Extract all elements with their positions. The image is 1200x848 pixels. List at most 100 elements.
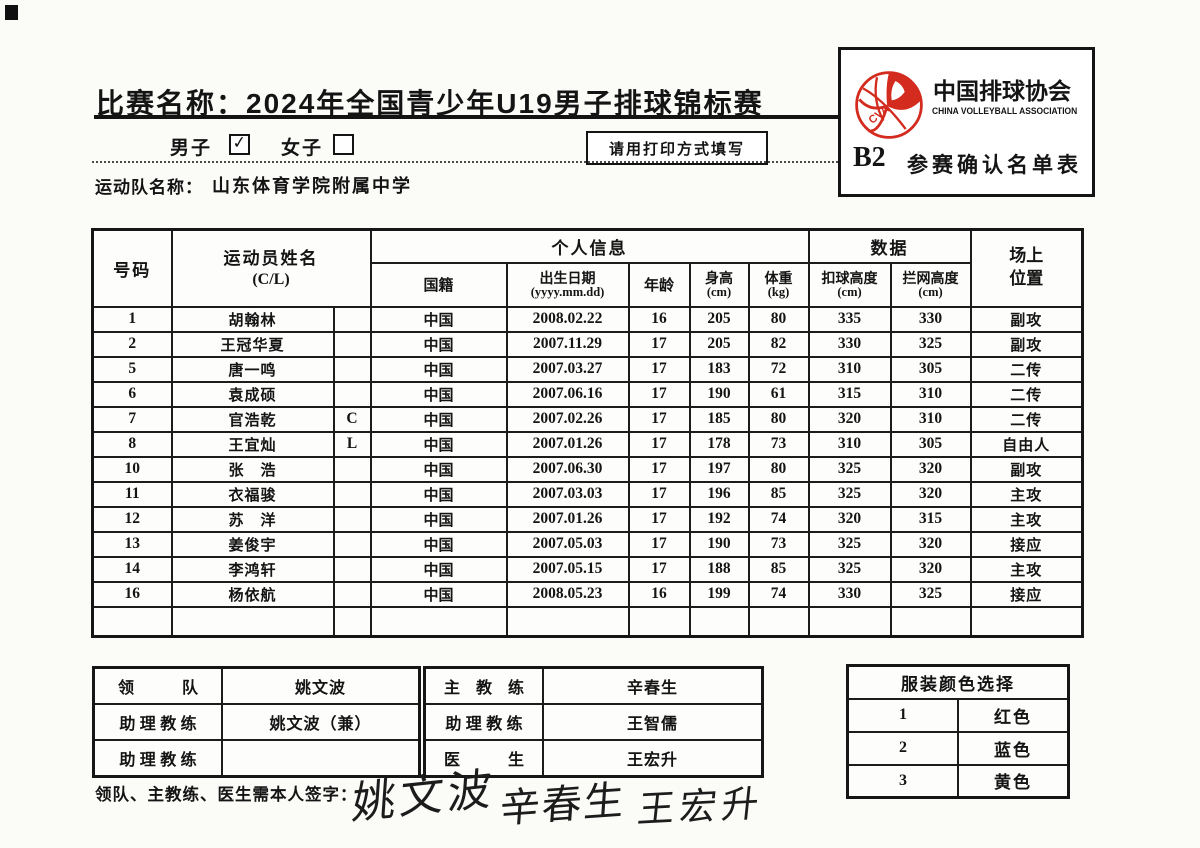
roster-cell-height: 199 <box>688 580 750 608</box>
roster-cell-weight: 72 <box>747 355 810 383</box>
roster-cell-number: 1 <box>91 305 173 333</box>
col-header-dob-line1: 出生日期 <box>539 269 596 286</box>
roster-cell-spike: 315 <box>807 380 892 408</box>
roster-cell-nationality: 中国 <box>369 355 508 383</box>
uniform-color-value: 蓝色 <box>957 730 1070 766</box>
roster-cell-number: 11 <box>91 480 173 508</box>
roster-cell-age: 17 <box>627 530 691 558</box>
roster-cell-number: 2 <box>91 330 173 358</box>
col-header-block-line2: (cm) <box>918 284 943 299</box>
roster-cell-weight: 74 <box>747 580 810 608</box>
roster-body: 1 胡翰林 中国 2008.02.22 16 205 80 335 330 副攻 2 王冠华夏 中国 20… <box>91 305 1084 638</box>
uniform-color-table: 服装颜色选择 1 红色 2 蓝色 3 黄色 <box>846 664 1070 799</box>
group-header-data: 数据 <box>807 228 972 264</box>
staff-name-value: 王智儒 <box>542 703 764 741</box>
female-label: 女子 <box>281 138 324 159</box>
roster-cell-cl <box>332 530 372 558</box>
roster-cell-age: 17 <box>627 480 691 508</box>
association-name-en: CHINA VOLLEYBALL ASSOCIATION <box>932 106 1078 116</box>
roster-cell-age: 17 <box>627 555 691 583</box>
roster-cell-height: 205 <box>688 330 750 358</box>
roster-cell-block: 305 <box>889 430 972 458</box>
roster-cell-block: 310 <box>889 405 972 433</box>
staff-row: 助 理 教 练姚文波（兼） <box>92 703 421 741</box>
roster-cell-weight: 73 <box>747 530 810 558</box>
staff-row: 医 生王宏升 <box>423 739 764 778</box>
staff-right-body: 主 教 练辛春生助 理 教 练王智儒医 生王宏升 <box>423 666 764 778</box>
roster-cell-dob: 2007.01.26 <box>505 430 630 458</box>
roster-cell-nationality: 中国 <box>369 505 508 533</box>
roster-cell-name: 王冠华夏 <box>170 330 335 358</box>
col-header-name-line2: (C/L) <box>252 270 290 288</box>
title-underline <box>94 115 838 119</box>
roster-cell-number: 16 <box>91 580 173 608</box>
roster-row: 8 王宜灿 L 中国 2007.01.26 17 178 73 310 305 自由人 <box>91 430 1084 458</box>
roster-row: 13 姜俊宇 中国 2007.05.03 17 190 73 325 320 接应 <box>91 530 1084 558</box>
staff-role-label: 助 理 教 练 <box>92 703 223 741</box>
roster-cell-height: 178 <box>688 430 750 458</box>
roster-cell-cl <box>332 380 372 408</box>
uniform-color-value: 黄色 <box>957 763 1070 799</box>
roster-table: 号码 运动员姓名 (C/L) 个人信息 数据 场上 位置 国籍 出生日期 <box>91 228 1085 638</box>
uniform-row: 3 黄色 <box>846 763 1070 799</box>
roster-cell-name: 杨依航 <box>170 580 335 608</box>
roster-cell-nationality: 中国 <box>369 330 508 358</box>
col-header-spike-line1: 扣球高度 <box>821 269 878 286</box>
roster-cell-age: 17 <box>627 505 691 533</box>
roster-cell-height <box>688 605 750 638</box>
roster-cell-nationality: 中国 <box>369 430 508 458</box>
roster-cell-cl <box>332 580 372 608</box>
association-name-cn: 中国排球协会 <box>933 79 1071 104</box>
handwritten-signature: 王宏升 <box>635 781 766 832</box>
roster-row: 1 胡翰林 中国 2008.02.22 16 205 80 335 330 副攻 <box>91 305 1084 333</box>
roster-cell-age: 17 <box>627 405 691 433</box>
col-header-block-line1: 拦网高度 <box>902 269 959 286</box>
roster-cell-position: 副攻 <box>969 330 1084 358</box>
staff-name-value: 姚文波 <box>221 666 421 705</box>
col-header-weight-line2: (kg) <box>767 284 790 299</box>
roster-cell-cl <box>332 455 372 483</box>
roster-cell-cl <box>332 480 372 508</box>
male-checkbox: ✓ <box>229 132 250 155</box>
roster-cell-dob: 2007.06.30 <box>505 455 630 483</box>
col-header-nationality: 国籍 <box>369 261 508 308</box>
roster-cell-spike: 320 <box>807 505 892 533</box>
roster-cell-height: 205 <box>688 305 750 333</box>
roster-cell-spike: 330 <box>807 580 892 608</box>
roster-row: 14 李鸿轩 中国 2007.05.15 17 188 85 325 320 主攻 <box>91 555 1084 583</box>
roster-cell-block: 330 <box>889 305 972 333</box>
col-header-position-line1: 场上 <box>1009 246 1044 266</box>
roster-cell-name: 衣福骏 <box>170 480 335 508</box>
uniform-row: 2 蓝色 <box>846 730 1070 766</box>
roster-cell-name: 唐一鸣 <box>170 355 335 383</box>
uniform-color-value: 红色 <box>957 697 1070 733</box>
col-header-weight: 体重 (kg) <box>747 261 810 308</box>
roster-cell-spike: 335 <box>807 305 892 333</box>
roster-cell-weight: 80 <box>747 455 810 483</box>
print-instruction-box: 请用打印方式填写 <box>586 131 768 165</box>
roster-cell-number: 8 <box>91 430 173 458</box>
roster-cell-age: 17 <box>627 430 691 458</box>
col-header-number: 号码 <box>91 228 173 308</box>
roster-cell-weight <box>747 605 810 638</box>
roster-cell-name: 苏 洋 <box>170 505 335 533</box>
roster-cell-height: 190 <box>688 380 750 408</box>
signature-instruction: 领队、主教练、医生需本人签字： <box>95 786 358 804</box>
staff-role-label: 主 教 练 <box>423 666 544 705</box>
roster-row: 16 杨依航 中国 2008.05.23 16 199 74 330 325 接应 <box>91 580 1084 608</box>
roster-cell-age: 17 <box>627 355 691 383</box>
roster-row: 11 衣福骏 中国 2007.03.03 17 196 85 325 320 主攻 <box>91 480 1084 508</box>
roster-cell-height: 196 <box>688 480 750 508</box>
roster-row: 6 袁成硕 中国 2007.06.16 17 190 61 315 310 二传 <box>91 380 1084 408</box>
roster-cell-position: 自由人 <box>969 430 1084 458</box>
volleyball-logo-icon: CVA <box>855 71 923 139</box>
roster-cell-dob: 2007.03.27 <box>505 355 630 383</box>
roster-cell-nationality: 中国 <box>369 405 508 433</box>
roster-cell-block: 320 <box>889 480 972 508</box>
roster-cell-position: 主攻 <box>969 555 1084 583</box>
roster-cell-block: 320 <box>889 555 972 583</box>
roster-cell-weight: 73 <box>747 430 810 458</box>
roster-cell-position: 二传 <box>969 355 1084 383</box>
roster-cell-block: 320 <box>889 455 972 483</box>
roster-cell-number: 10 <box>91 455 173 483</box>
